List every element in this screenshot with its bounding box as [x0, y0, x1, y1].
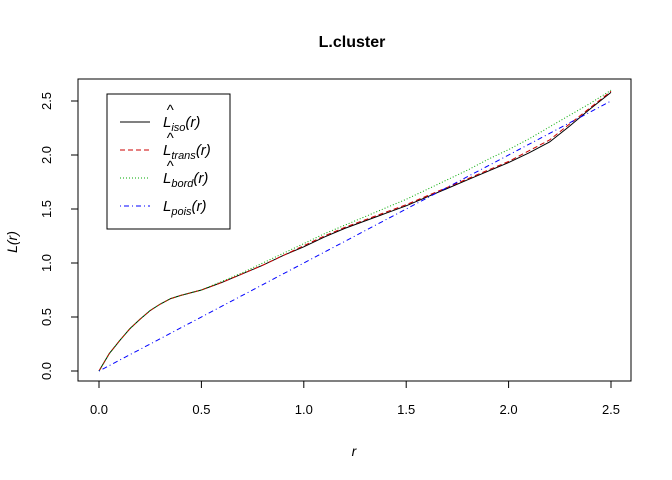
x-tick-label: 0.5 [192, 402, 210, 417]
x-tick-label: 2.0 [500, 402, 518, 417]
series-line-trans [98, 90, 612, 372]
series-line-iso [98, 92, 612, 372]
y-axis-label: L(r) [4, 231, 20, 253]
y-tick-label: 0.5 [39, 308, 54, 326]
y-tick-label: 1.0 [39, 254, 54, 272]
x-tick-label: 1.0 [295, 402, 313, 417]
y-tick-label: 2.5 [39, 92, 54, 110]
legend-label-pois: Lpois(r) [163, 198, 207, 218]
x-tick-label: 2.5 [602, 402, 620, 417]
y-tick-label: 1.5 [39, 200, 54, 218]
legend: ^Liso(r)^Ltrans(r)^Lbord(r)Lpois(r) [106, 93, 231, 230]
y-tick-label: 2.0 [39, 146, 54, 164]
legend-hat: ^ [166, 130, 174, 147]
x-tick-label: 1.5 [397, 402, 415, 417]
series-layer [98, 89, 612, 372]
legend-label-trans: Ltrans(r) [163, 142, 211, 162]
series-line-bord [98, 89, 612, 372]
legend-hat: ^ [166, 102, 174, 119]
legend-label-bord: Lbord(r) [163, 170, 208, 190]
y-tick-label: 0.0 [39, 362, 54, 380]
chart-title: L.cluster [319, 34, 386, 51]
x-axis-label: r [352, 443, 358, 459]
x-tick-label: 0.0 [90, 402, 108, 417]
legend-label-iso: Liso(r) [163, 114, 200, 134]
axes-layer: 0.0 0.5 1.0 1.5 2.0 2.5 0.0 0.5 1.0 1.5 2.0 2.5 [39, 92, 620, 417]
series-line-pois [98, 100, 612, 372]
legend-hat: ^ [166, 158, 174, 175]
